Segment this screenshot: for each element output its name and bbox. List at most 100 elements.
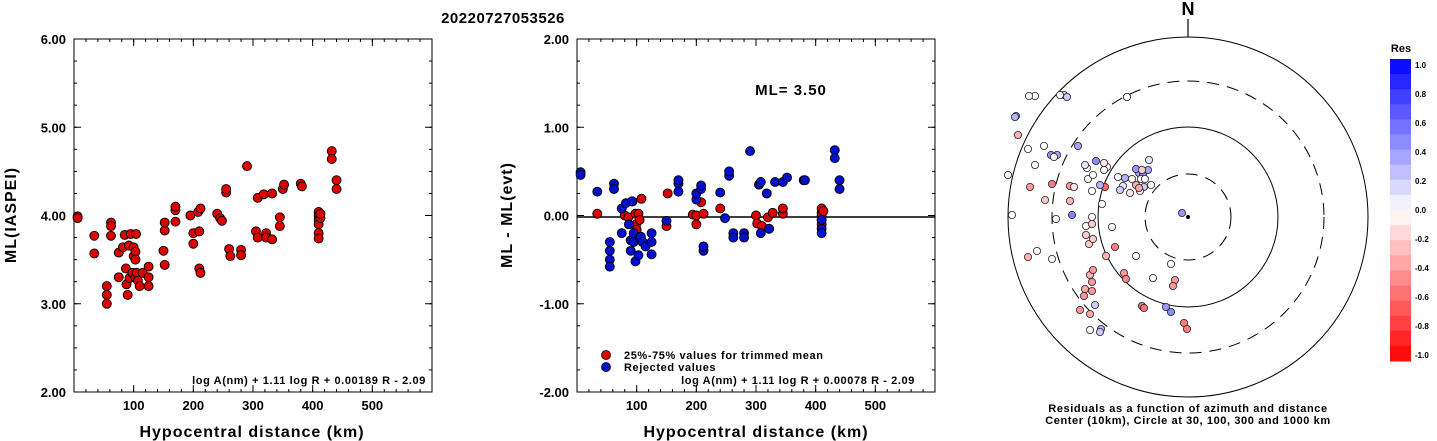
data-point [274, 221, 285, 232]
station-point [1074, 141, 1083, 150]
station-point [1091, 300, 1100, 309]
data-point [258, 189, 269, 200]
data-point [755, 228, 766, 239]
x-tick-label: 500 [864, 398, 886, 413]
station-point [1141, 174, 1150, 183]
station-point [1070, 182, 1079, 191]
station-point [1081, 284, 1090, 293]
caption-line-2: Center (10km), Circle at 30, 100, 300 an… [1045, 415, 1331, 427]
x-tick-label: 200 [685, 398, 707, 413]
data-point [816, 228, 827, 239]
station-point [1162, 302, 1171, 311]
station-point [1082, 230, 1091, 239]
station-point [1147, 180, 1156, 189]
data-point [274, 212, 285, 223]
panel-ml-residual: -2.00 -1.00 0.00 1.00 2.00 100 200 300 400 500 ML… [499, 32, 936, 441]
colorbar-tick-label: 0.6 [1415, 119, 1427, 128]
station-point [1096, 327, 1105, 336]
y-tick-label: -1.00 [539, 297, 569, 312]
data-point [755, 177, 766, 187]
station-point [1116, 185, 1125, 194]
data-point [592, 186, 603, 197]
data-point [143, 261, 154, 272]
axis-ticks-1: 2.00 3.00 4.00 5.00 6.00 100 200 300 400 500 [41, 32, 433, 413]
colorbar-tick-label: -0.6 [1415, 293, 1429, 302]
station-point [1088, 286, 1097, 295]
colorbar-cell [1390, 285, 1411, 302]
data-point [604, 245, 615, 256]
colorbar-cell [1390, 210, 1411, 226]
station-point [1089, 265, 1098, 274]
colorbar: Res 1.0 0.8 0.6 0.4 0.2 0.0 -0.2 -0.4 -0.6 -0.8 -1… [1390, 43, 1429, 362]
station-point [1100, 165, 1109, 174]
data-point [315, 208, 326, 219]
data-point [101, 298, 112, 309]
station-point [1108, 222, 1117, 231]
y-tick-label: 1.00 [544, 120, 569, 135]
station-point [1178, 208, 1187, 217]
station-point [1068, 210, 1077, 219]
colorbar-ticks: 1.0 0.8 0.6 0.4 0.2 0.0 -0.2 -0.4 -0.6 -0.8 -1.0 [1415, 61, 1429, 360]
data-point [89, 248, 100, 259]
data-point [194, 226, 205, 237]
data-point [221, 184, 232, 194]
data-point [236, 250, 247, 261]
data-point [698, 241, 709, 252]
colorbar-tick-label: -0.2 [1415, 235, 1429, 244]
x-tick-label: 300 [745, 398, 767, 413]
panel-azimuth-residuals: N Residuals as a function of azimuth and… [1004, 0, 1369, 427]
data-point [829, 153, 840, 164]
colorbar-cells [1390, 59, 1411, 362]
station-point [1123, 93, 1132, 102]
data-point [623, 219, 634, 230]
station-point [1031, 160, 1040, 169]
data-point [326, 154, 337, 164]
data-point [170, 201, 181, 212]
colorbar-cell [1390, 89, 1411, 105]
formula-2: log A(nm) + 1.11 log R + 0.00078 R - 2.0… [681, 375, 915, 387]
data-point [113, 272, 124, 283]
data-point [646, 249, 657, 260]
y-tick-label: 6.00 [41, 32, 66, 47]
ring-30km [1144, 173, 1232, 261]
data-point [720, 213, 730, 224]
data-point [134, 281, 145, 292]
data-point [143, 272, 154, 283]
station-point [1088, 186, 1097, 195]
station-point [1102, 251, 1111, 260]
station-point [1096, 180, 1105, 189]
station-point [1089, 170, 1098, 179]
plot-frame-1 [73, 38, 433, 393]
points-2 [575, 145, 845, 272]
data-point [764, 223, 775, 234]
data-point [625, 245, 636, 256]
data-point [575, 169, 586, 180]
station-point [1086, 325, 1095, 334]
data-point [267, 188, 278, 199]
y-tick-label: 4.00 [41, 209, 66, 224]
data-point [673, 175, 684, 186]
data-point [782, 172, 792, 183]
data-point [267, 234, 278, 245]
station-point [1167, 259, 1176, 268]
station-point [1098, 199, 1107, 208]
station-point [1121, 173, 1130, 182]
station-point [1076, 305, 1085, 314]
station-point [1088, 277, 1097, 286]
caption-line-1: Residuals as a function of azimuth and d… [1048, 403, 1327, 415]
x-tick-label: 200 [182, 398, 204, 413]
station-point [1081, 160, 1090, 169]
data-point [195, 203, 206, 214]
colorbar-tick-label: 0.4 [1415, 148, 1427, 157]
station-point [1111, 242, 1120, 251]
station-point [1048, 254, 1057, 263]
data-point [159, 259, 170, 270]
data-point [834, 184, 845, 194]
y-axis-label-1: ML(IASPEI) [3, 167, 20, 263]
data-point [767, 207, 778, 218]
x-tick-label: 100 [123, 398, 145, 413]
station-point [1089, 234, 1098, 243]
data-point [130, 254, 141, 265]
station-point [1086, 309, 1095, 318]
x-tick-label: 100 [626, 398, 648, 413]
